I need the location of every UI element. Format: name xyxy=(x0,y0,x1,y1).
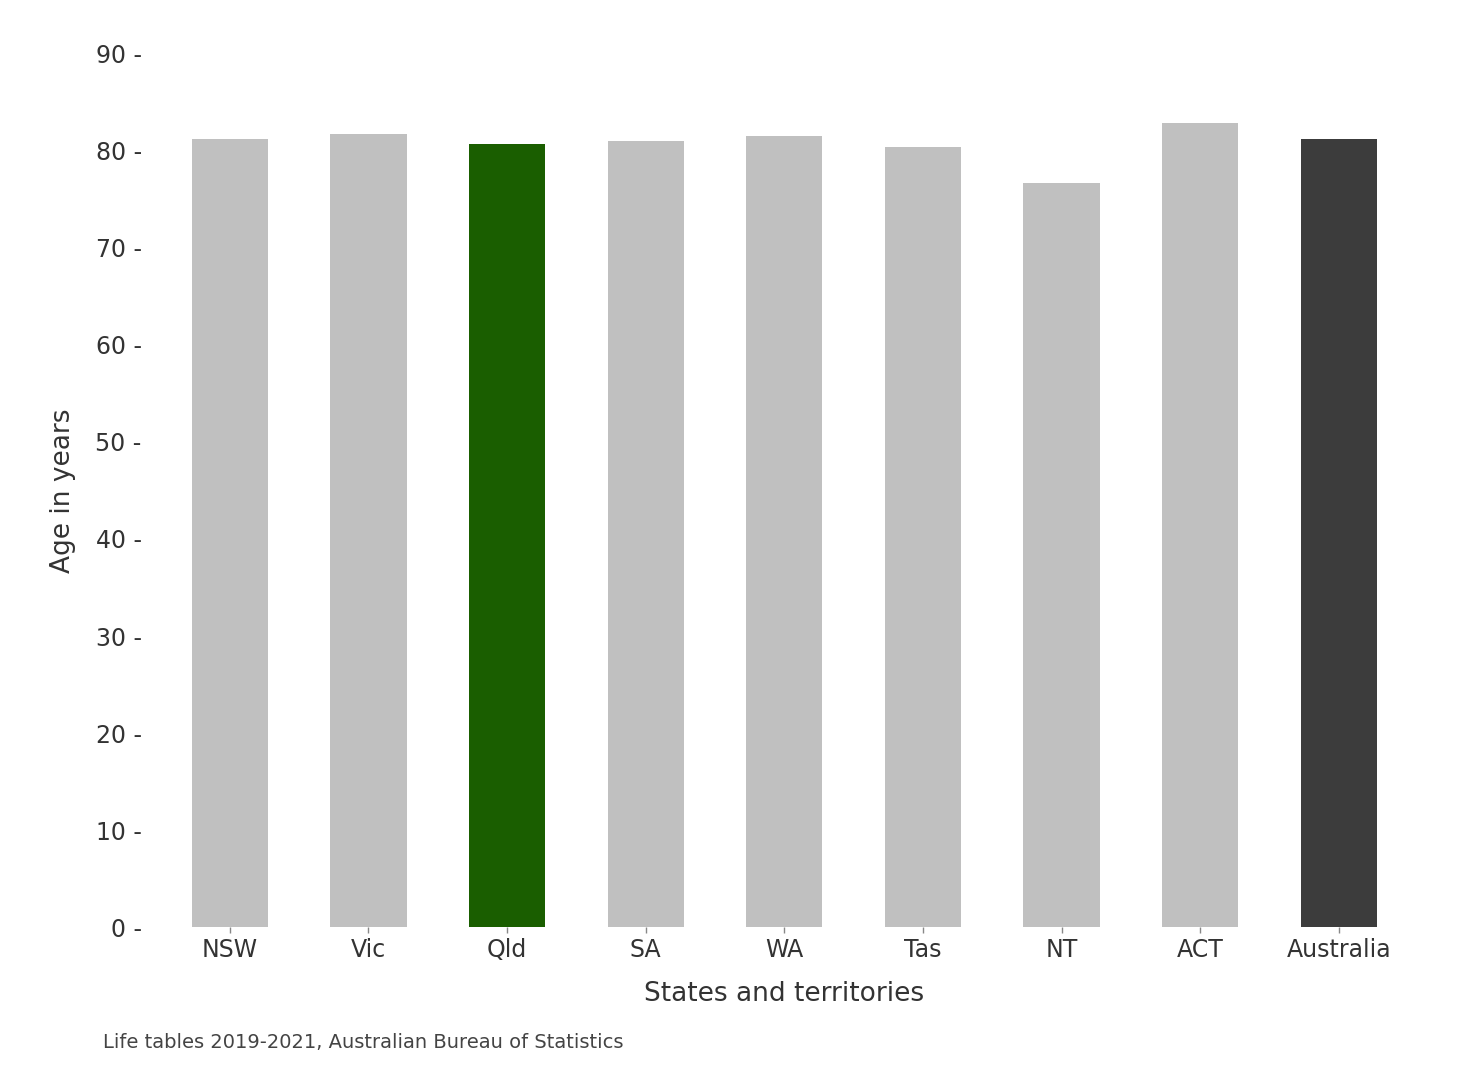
X-axis label: States and territories: States and territories xyxy=(644,982,925,1007)
Bar xyxy=(607,141,683,927)
Bar xyxy=(885,146,962,927)
Bar xyxy=(330,134,406,927)
Bar xyxy=(1300,139,1377,927)
Bar xyxy=(1023,183,1100,927)
Bar xyxy=(469,144,545,927)
Bar xyxy=(746,135,822,927)
Y-axis label: Age in years: Age in years xyxy=(50,408,76,572)
Bar xyxy=(1163,124,1239,927)
Bar xyxy=(192,139,268,927)
Text: Life tables 2019-2021, Australian Bureau of Statistics: Life tables 2019-2021, Australian Bureau… xyxy=(103,1033,623,1052)
